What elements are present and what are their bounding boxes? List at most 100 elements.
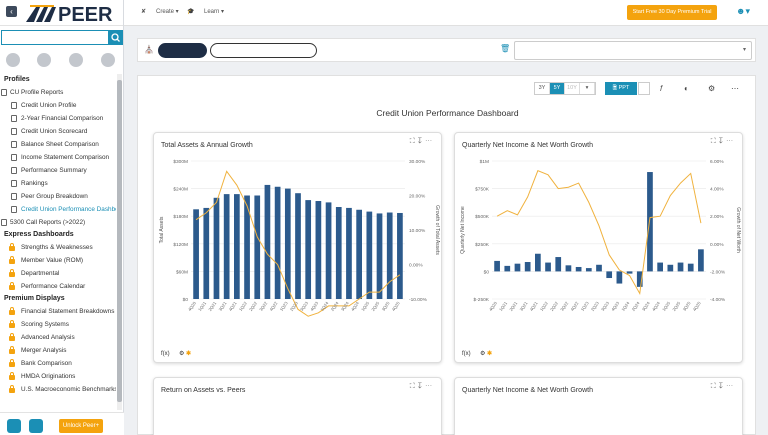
comparison-select[interactable]: ▾ bbox=[514, 41, 752, 60]
sidebar-item-label: Credit Union Profile bbox=[21, 102, 77, 109]
folder-tool-icon[interactable] bbox=[37, 53, 51, 67]
bar bbox=[346, 207, 352, 299]
sidebar-item[interactable]: 2-Year Financial Comparison bbox=[0, 112, 116, 125]
lock-icon bbox=[9, 385, 15, 393]
sidebar-item-label: 5300 Call Reports (>2022) bbox=[10, 219, 86, 226]
bar bbox=[193, 209, 199, 299]
sidebar-item[interactable]: Advanced Analysis bbox=[0, 331, 116, 344]
download-icon[interactable]: ↧ bbox=[718, 138, 726, 145]
sidebar-item[interactable]: Balance Sheet Comparison bbox=[0, 138, 116, 151]
sidebar-item[interactable]: CU Profile Reports bbox=[0, 86, 116, 99]
copy-tool-icon[interactable] bbox=[101, 53, 115, 67]
create-label: Create bbox=[156, 9, 175, 15]
chart-settings-icon[interactable]: ⚙ ✱ bbox=[480, 351, 493, 357]
sidebar-item[interactable]: Financial Statement Breakdowns bbox=[0, 305, 116, 318]
sidebar-footer: Unlock Peer+ bbox=[0, 412, 124, 435]
sidebar-item[interactable]: Strengths & Weaknesses bbox=[0, 241, 116, 254]
new-document-icon[interactable] bbox=[6, 53, 20, 67]
sidebar-item[interactable]: Performance Summary bbox=[0, 164, 116, 177]
sidebar-section-title: Premium Displays bbox=[4, 295, 65, 302]
bar bbox=[397, 212, 403, 299]
download-icon[interactable]: ↧ bbox=[718, 383, 726, 390]
x-tick-label: 4Q20 bbox=[187, 300, 197, 312]
range-button-5y[interactable]: 5Y bbox=[550, 83, 565, 94]
sidebar-item[interactable]: Departmental bbox=[0, 267, 116, 280]
pie-chart-icon[interactable]: ◐ bbox=[684, 84, 689, 93]
sidebar-item[interactable]: Bank Comparison bbox=[0, 357, 116, 370]
x-tick-label: 4Q25 bbox=[692, 300, 702, 312]
expand-icon[interactable]: ⛶ bbox=[710, 138, 719, 145]
sidebar-item[interactable]: HMDA Originations bbox=[0, 370, 116, 383]
x-tick-label: 2Q23 bbox=[289, 300, 299, 312]
learn-menu[interactable]: Learn ▾ bbox=[204, 9, 225, 15]
bar bbox=[295, 193, 301, 299]
x-tick-label: 2Q25 bbox=[671, 300, 681, 312]
bar bbox=[335, 207, 342, 299]
sidebar-scrollbar[interactable] bbox=[117, 74, 122, 410]
create-menu[interactable]: Create ▾ bbox=[156, 9, 179, 15]
formula-icon[interactable]: f(x) bbox=[161, 351, 170, 357]
more-icon[interactable]: ⋯ bbox=[731, 84, 739, 93]
peer-logo: PEER bbox=[26, 4, 113, 24]
user-menu-icon[interactable]: ☻▾ bbox=[736, 6, 750, 16]
range-button-3y[interactable]: 3Y bbox=[535, 83, 550, 94]
sidebar-item[interactable]: Income Statement Comparison bbox=[0, 151, 116, 164]
sidebar-scroll-thumb[interactable] bbox=[117, 80, 122, 402]
save-icon[interactable] bbox=[7, 419, 21, 433]
sidebar-item[interactable]: Performance Calendar bbox=[0, 280, 116, 293]
sidebar-item[interactable]: U.S. Macroeconomic Benchmarks bbox=[0, 383, 116, 396]
expand-icon[interactable]: ⛶ bbox=[409, 138, 418, 145]
unlock-peer-button[interactable]: Unlock Peer+ bbox=[59, 419, 103, 433]
ppt-export-button[interactable]: 🗎 PPT bbox=[605, 82, 637, 95]
refresh-icon[interactable] bbox=[29, 419, 43, 433]
x-tick-label: 3Q23 bbox=[299, 300, 309, 312]
range-button-10y[interactable]: 10Y bbox=[565, 83, 580, 94]
peer-group-pill[interactable] bbox=[210, 43, 317, 58]
chart-settings-icon[interactable]: ⚙ ✱ bbox=[179, 351, 192, 357]
sidebar-item[interactable]: Member Value (ROM) bbox=[0, 254, 116, 267]
x-tick-label: 4Q21 bbox=[529, 300, 539, 312]
options-icon[interactable]: ⋯ bbox=[726, 138, 736, 145]
options-icon[interactable]: ⋯ bbox=[726, 383, 736, 390]
options-icon[interactable]: ⋯ bbox=[425, 383, 435, 390]
sidebar-search-button[interactable] bbox=[108, 30, 123, 45]
x-tick-label: 3Q21 bbox=[218, 300, 228, 312]
bank-icon: ⛪ bbox=[144, 45, 154, 54]
bar bbox=[325, 202, 332, 299]
sidebar-item[interactable]: Credit Union Performance Dashbo bbox=[0, 203, 116, 216]
collapse-sidebar-button[interactable]: ‹ bbox=[6, 6, 17, 17]
y2-axis-label: Growth of Total Assets bbox=[434, 205, 440, 255]
sidebar-item-label: Strengths & Weaknesses bbox=[21, 244, 93, 251]
formula-icon[interactable]: f(x) bbox=[462, 351, 471, 357]
roa-card: Return on Assets vs. Peers ⛶↧⋯ bbox=[153, 377, 442, 435]
settings-icon[interactable]: ⚙ bbox=[708, 84, 716, 93]
bar bbox=[524, 262, 531, 272]
trash-icon[interactable]: 🗑 bbox=[500, 44, 511, 53]
sidebar-item[interactable]: Credit Union Scorecard bbox=[0, 125, 116, 138]
ppt-dropdown-button[interactable] bbox=[638, 82, 650, 95]
x-tick-label: 4Q23 bbox=[610, 300, 620, 312]
sidebar-item[interactable]: Scoring Systems bbox=[0, 318, 116, 331]
institution-pill[interactable] bbox=[158, 43, 207, 58]
function-icon[interactable]: 𝑓 bbox=[660, 84, 663, 93]
bar bbox=[274, 186, 281, 299]
chart-icon bbox=[11, 193, 17, 200]
range-dropdown-button[interactable]: ▾ bbox=[580, 83, 595, 94]
y-tick-label: $60M bbox=[176, 269, 188, 275]
bar bbox=[667, 264, 674, 272]
options-icon[interactable]: ⋯ bbox=[425, 138, 435, 145]
total-assets-card: Total Assets & Annual Growth ⛶↧⋯ $0 $60M $… bbox=[153, 132, 442, 363]
sidebar-item[interactable]: Merger Analysis bbox=[0, 344, 116, 357]
x-tick-label: 4Q22 bbox=[268, 300, 278, 312]
expand-icon[interactable]: ⛶ bbox=[710, 383, 719, 390]
sidebar-item[interactable]: Credit Union Profile bbox=[0, 99, 116, 112]
download-icon[interactable]: ↧ bbox=[417, 138, 425, 145]
start-trial-button[interactable]: Start Free 30 Day Premium Trial bbox=[627, 5, 717, 20]
expand-icon[interactable]: ⛶ bbox=[409, 383, 418, 390]
sidebar-item[interactable]: Rankings bbox=[0, 177, 116, 190]
sidebar-search-input[interactable] bbox=[1, 30, 109, 45]
delete-tool-icon[interactable] bbox=[69, 53, 83, 67]
sidebar-item[interactable]: Peer Group Breakdown bbox=[0, 190, 116, 203]
sidebar-item[interactable]: 5300 Call Reports (>2022) bbox=[0, 216, 116, 229]
download-icon[interactable]: ↧ bbox=[417, 383, 425, 390]
